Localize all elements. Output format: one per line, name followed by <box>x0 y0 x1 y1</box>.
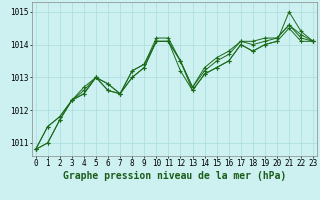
X-axis label: Graphe pression niveau de la mer (hPa): Graphe pression niveau de la mer (hPa) <box>63 171 286 181</box>
